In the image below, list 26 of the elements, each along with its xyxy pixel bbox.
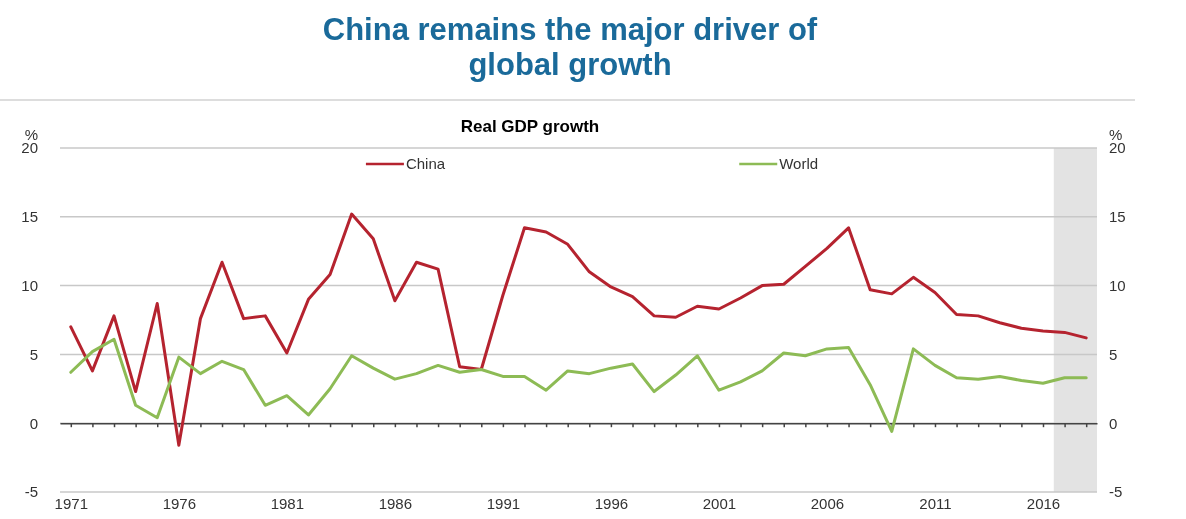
line-series [69,337,1088,433]
x-tick-label: 2001 [702,494,737,512]
x-tick-label: 1976 [162,494,197,512]
line-series [69,212,1088,447]
y-tick-label: 10 [21,276,38,294]
y-tick-label: 5 [29,345,38,363]
y2-tick-label: 5 [1109,345,1118,363]
legend-label: China [405,155,446,172]
legend-label: World [779,155,819,172]
y2-tick-label: 10 [1109,276,1126,294]
x-tick-label: 1996 [594,494,629,512]
y-tick-label: 0 [29,414,38,432]
x-tick-label: 1986 [378,494,413,512]
y-tick-label: 15 [21,208,38,226]
chart-subtitle: Real GDP growth [460,117,600,136]
y2-tick-label: -5 [1109,483,1123,501]
y2-tick-label: 15 [1109,208,1126,226]
x-tick-label: 2011 [919,494,952,512]
x-tick-label: 2006 [810,494,845,512]
x-tick-label: 1981 [270,494,305,512]
chart-title: China remains the major driver of global growth [322,12,818,82]
x-tick-label: 1991 [486,494,521,512]
y-tick-label: -5 [24,483,38,501]
x-tick-label: 2016 [1026,494,1061,512]
y2-tick-label: 0 [1109,414,1118,432]
x-tick-label: 1971 [54,494,88,512]
